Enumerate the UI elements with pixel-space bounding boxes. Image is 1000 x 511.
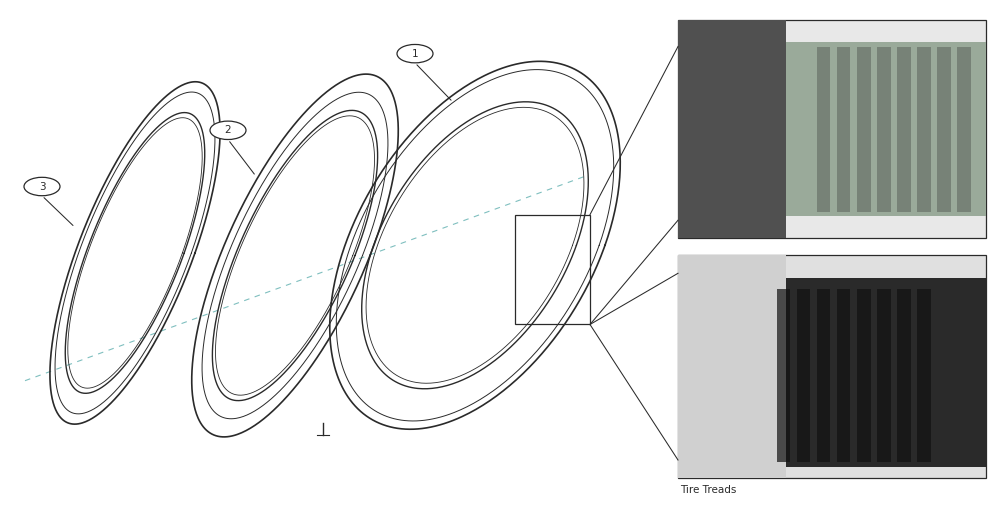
Text: 3: 3: [39, 181, 45, 192]
Text: 1: 1: [412, 49, 418, 59]
Bar: [797, 289, 810, 462]
Bar: [740, 278, 986, 467]
Circle shape: [210, 121, 246, 140]
Circle shape: [24, 177, 60, 196]
Bar: [857, 47, 870, 212]
Bar: [678, 20, 786, 238]
Bar: [917, 289, 931, 462]
Bar: [897, 47, 911, 212]
Bar: [817, 47, 830, 212]
Bar: [515, 215, 590, 324]
Text: Tire Treads: Tire Treads: [680, 484, 736, 495]
Bar: [917, 47, 931, 212]
Bar: [877, 47, 891, 212]
Bar: [877, 289, 891, 462]
Bar: [857, 289, 871, 462]
Bar: [678, 20, 986, 238]
Text: 2: 2: [225, 125, 231, 135]
Bar: [817, 289, 830, 462]
Bar: [897, 289, 911, 462]
Bar: [678, 256, 786, 478]
Bar: [777, 289, 790, 462]
Bar: [937, 47, 951, 212]
Circle shape: [397, 44, 433, 63]
Bar: [786, 42, 986, 216]
Bar: [957, 47, 971, 212]
Bar: [678, 256, 986, 478]
Bar: [837, 289, 850, 462]
Bar: [837, 47, 850, 212]
